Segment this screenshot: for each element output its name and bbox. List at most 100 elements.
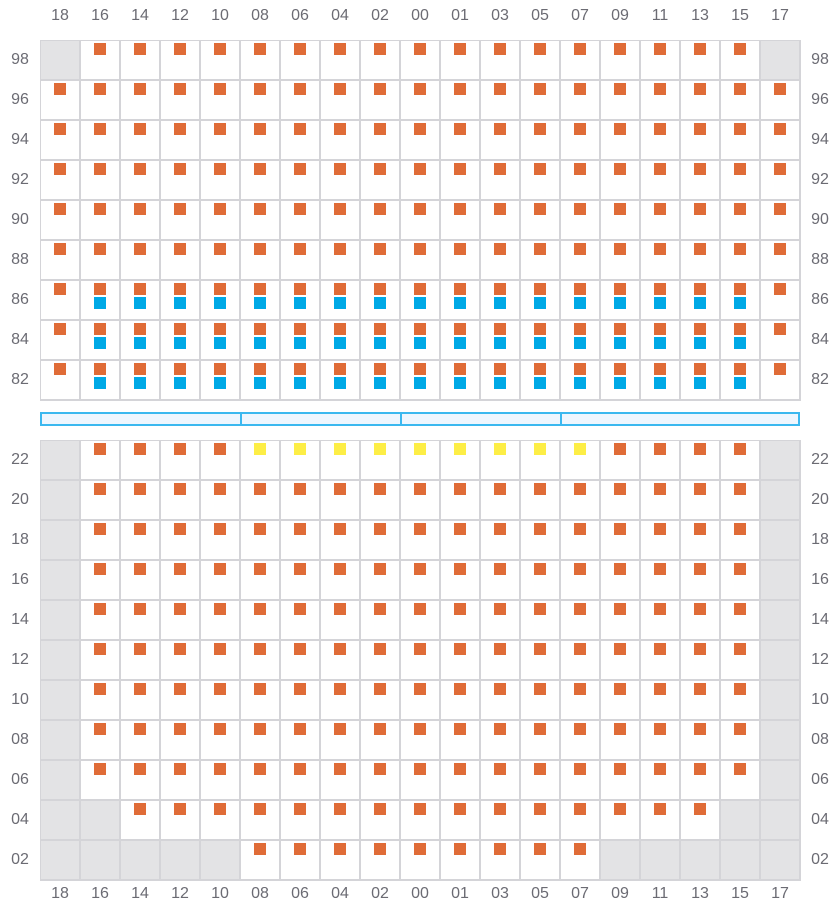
seat[interactable] [321, 681, 359, 719]
seat[interactable] [401, 641, 439, 679]
seat[interactable] [321, 841, 359, 879]
seat[interactable] [121, 801, 159, 839]
seat[interactable] [281, 41, 319, 79]
seat[interactable] [641, 681, 679, 719]
seat[interactable] [121, 321, 159, 359]
seat[interactable] [441, 121, 479, 159]
seat[interactable] [281, 281, 319, 319]
seat[interactable] [81, 81, 119, 119]
seat[interactable] [121, 521, 159, 559]
seat[interactable] [601, 281, 639, 319]
seat[interactable] [521, 641, 559, 679]
seat[interactable] [281, 601, 319, 639]
seat[interactable] [121, 481, 159, 519]
seat[interactable] [561, 321, 599, 359]
seat[interactable] [161, 521, 199, 559]
seat[interactable] [361, 601, 399, 639]
seat[interactable] [641, 721, 679, 759]
seat[interactable] [521, 601, 559, 639]
seat[interactable] [81, 641, 119, 679]
seat[interactable] [441, 481, 479, 519]
seat[interactable] [641, 161, 679, 199]
seat[interactable] [241, 281, 279, 319]
seat[interactable] [521, 121, 559, 159]
seat[interactable] [121, 641, 159, 679]
seat[interactable] [161, 321, 199, 359]
seat[interactable] [201, 201, 239, 239]
seat[interactable] [441, 801, 479, 839]
seat[interactable] [561, 801, 599, 839]
seat[interactable] [121, 121, 159, 159]
seat[interactable] [641, 241, 679, 279]
seat[interactable] [601, 121, 639, 159]
seat[interactable] [281, 121, 319, 159]
seat[interactable] [721, 161, 759, 199]
seat[interactable] [401, 121, 439, 159]
seat[interactable] [201, 601, 239, 639]
seat[interactable] [281, 361, 319, 399]
seat[interactable] [281, 561, 319, 599]
seat[interactable] [281, 641, 319, 679]
seat[interactable] [681, 481, 719, 519]
seat[interactable] [201, 521, 239, 559]
seat[interactable] [81, 761, 119, 799]
seat[interactable] [481, 121, 519, 159]
seat[interactable] [321, 321, 359, 359]
seat[interactable] [641, 201, 679, 239]
seat[interactable] [721, 241, 759, 279]
seat[interactable] [521, 481, 559, 519]
seat[interactable] [361, 561, 399, 599]
seat[interactable] [121, 681, 159, 719]
seat[interactable] [321, 641, 359, 679]
seat[interactable] [721, 361, 759, 399]
seat[interactable] [521, 281, 559, 319]
seat[interactable] [361, 161, 399, 199]
seat[interactable] [681, 81, 719, 119]
seat[interactable] [641, 761, 679, 799]
seat[interactable] [641, 361, 679, 399]
seat[interactable] [161, 641, 199, 679]
seat[interactable] [401, 761, 439, 799]
seat[interactable] [481, 561, 519, 599]
seat[interactable] [361, 201, 399, 239]
seat[interactable] [281, 201, 319, 239]
seat[interactable] [561, 121, 599, 159]
seat[interactable] [561, 721, 599, 759]
seat[interactable] [761, 241, 799, 279]
seat[interactable] [321, 241, 359, 279]
seat[interactable] [81, 321, 119, 359]
seat[interactable] [481, 761, 519, 799]
seat[interactable] [81, 281, 119, 319]
seat[interactable] [721, 201, 759, 239]
seat[interactable] [121, 361, 159, 399]
seat[interactable] [441, 41, 479, 79]
seat[interactable] [361, 121, 399, 159]
seat[interactable] [721, 441, 759, 479]
seat[interactable] [201, 761, 239, 799]
seat[interactable] [321, 81, 359, 119]
seat[interactable] [561, 641, 599, 679]
seat[interactable] [681, 641, 719, 679]
seat[interactable] [401, 521, 439, 559]
seat[interactable] [401, 361, 439, 399]
seat[interactable] [81, 521, 119, 559]
seat[interactable] [401, 201, 439, 239]
seat[interactable] [321, 601, 359, 639]
seat[interactable] [721, 481, 759, 519]
seat[interactable] [121, 561, 159, 599]
seat[interactable] [481, 321, 519, 359]
seat[interactable] [521, 161, 559, 199]
seat[interactable] [201, 441, 239, 479]
seat[interactable] [481, 481, 519, 519]
seat[interactable] [121, 441, 159, 479]
seat[interactable] [641, 441, 679, 479]
seat[interactable] [41, 161, 79, 199]
seat[interactable] [721, 321, 759, 359]
seat[interactable] [441, 641, 479, 679]
seat[interactable] [681, 201, 719, 239]
seat[interactable] [401, 241, 439, 279]
seat[interactable] [761, 81, 799, 119]
seat[interactable] [441, 201, 479, 239]
seat[interactable] [361, 361, 399, 399]
seat[interactable] [201, 721, 239, 759]
